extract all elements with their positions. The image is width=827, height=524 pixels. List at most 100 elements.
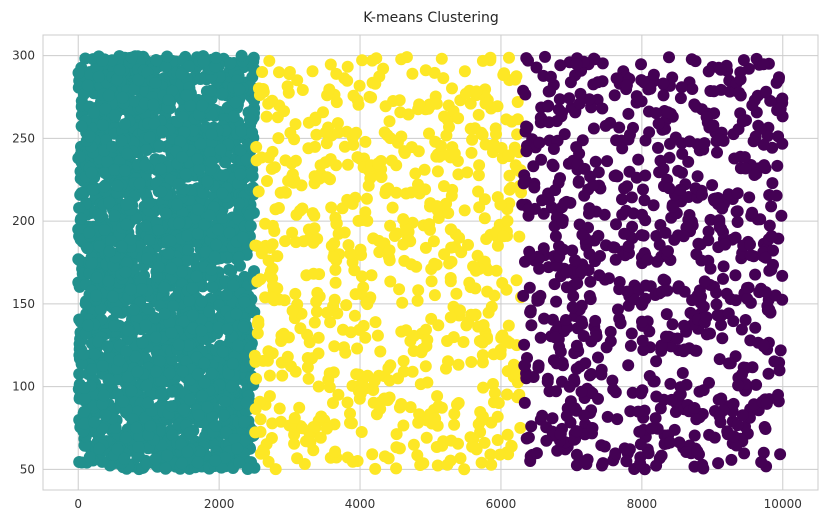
- data-point: [478, 193, 491, 206]
- data-point: [770, 189, 783, 202]
- data-point: [600, 341, 613, 354]
- data-point: [240, 396, 253, 409]
- data-point: [664, 377, 677, 390]
- data-point: [263, 390, 276, 403]
- data-point: [261, 175, 273, 187]
- data-point: [655, 449, 668, 462]
- data-point: [698, 275, 711, 288]
- data-point: [327, 251, 340, 264]
- data-point: [323, 83, 336, 96]
- data-point: [714, 63, 727, 76]
- data-point: [491, 100, 504, 113]
- data-point: [85, 166, 98, 179]
- data-point: [587, 179, 600, 192]
- data-point: [251, 327, 264, 340]
- data-point: [420, 323, 432, 336]
- data-point: [466, 133, 479, 146]
- data-point: [558, 197, 571, 210]
- data-point: [226, 357, 239, 370]
- data-point: [119, 431, 132, 444]
- data-point: [570, 141, 583, 154]
- data-point: [191, 227, 204, 240]
- data-point: [652, 117, 665, 130]
- data-point: [216, 187, 229, 200]
- data-point: [622, 107, 635, 120]
- data-point: [383, 244, 396, 257]
- data-point: [540, 434, 553, 447]
- data-point: [432, 212, 445, 224]
- data-point: [190, 270, 203, 283]
- data-point: [75, 212, 87, 225]
- data-point: [502, 319, 515, 332]
- data-point: [81, 242, 94, 255]
- data-point: [535, 153, 548, 166]
- data-point: [324, 153, 337, 166]
- data-point: [739, 314, 752, 326]
- data-point: [72, 66, 85, 79]
- data-point: [269, 463, 282, 476]
- data-point: [710, 298, 723, 311]
- data-point: [317, 106, 329, 119]
- data-point: [727, 397, 740, 410]
- data-point: [232, 177, 245, 190]
- data-point: [108, 319, 121, 332]
- data-point: [132, 73, 145, 86]
- data-point: [393, 442, 406, 455]
- data-point: [104, 352, 116, 364]
- data-point: [592, 392, 604, 405]
- data-point: [643, 126, 656, 139]
- data-point: [539, 50, 551, 63]
- data-point: [711, 309, 724, 322]
- data-point: [574, 87, 587, 100]
- data-point: [365, 91, 378, 104]
- data-point: [425, 312, 438, 325]
- data-point: [720, 287, 733, 300]
- data-point: [501, 334, 513, 347]
- data-point: [609, 447, 622, 460]
- data-point: [289, 154, 302, 167]
- data-point: [152, 260, 165, 273]
- data-point: [431, 390, 444, 403]
- data-point: [231, 442, 244, 455]
- data-point: [385, 154, 398, 167]
- data-point: [762, 367, 775, 380]
- data-point: [113, 155, 126, 167]
- data-point: [153, 139, 166, 152]
- data-point: [143, 131, 156, 144]
- x-tick-label: 10000: [764, 497, 802, 511]
- data-point: [488, 387, 501, 399]
- data-point: [760, 85, 773, 98]
- data-point: [498, 67, 511, 80]
- data-point: [537, 207, 550, 220]
- data-point: [203, 209, 216, 222]
- data-point: [691, 445, 704, 458]
- data-point: [194, 73, 207, 85]
- data-point: [657, 77, 670, 90]
- data-point: [131, 365, 144, 378]
- data-point: [501, 214, 514, 227]
- data-point: [708, 431, 721, 444]
- plot-frame: [42, 34, 819, 491]
- data-point: [661, 106, 674, 119]
- data-point: [423, 218, 436, 231]
- data-point: [587, 122, 600, 135]
- data-point: [166, 385, 178, 398]
- data-point: [774, 344, 787, 357]
- data-point: [165, 327, 178, 339]
- data-point: [315, 410, 328, 423]
- data-point: [245, 167, 258, 180]
- data-point: [115, 134, 128, 147]
- data-point: [411, 294, 424, 307]
- data-point: [267, 280, 279, 292]
- data-point: [251, 317, 264, 330]
- data-point: [172, 178, 185, 190]
- data-point: [773, 364, 786, 377]
- data-point: [525, 319, 538, 332]
- data-point: [276, 369, 289, 382]
- data-point: [77, 348, 90, 361]
- data-point: [223, 226, 236, 239]
- data-point: [115, 240, 128, 253]
- data-point: [435, 140, 448, 152]
- data-point: [359, 331, 372, 344]
- data-point: [624, 339, 637, 352]
